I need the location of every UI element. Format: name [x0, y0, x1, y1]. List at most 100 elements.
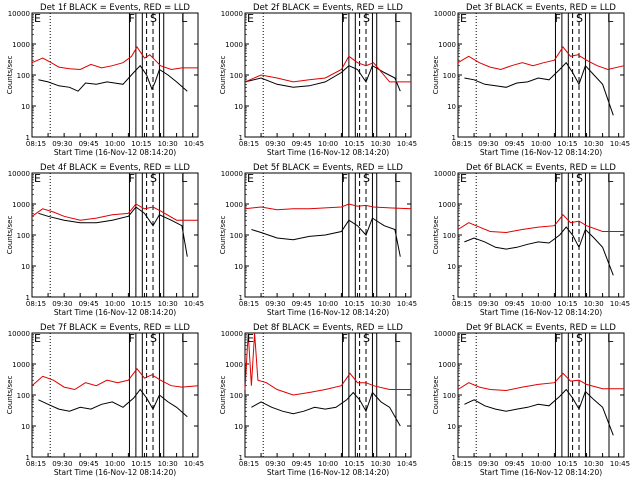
x-tick-label: 09:30 [52, 460, 72, 468]
chart-title: Det 3f BLACK = Events, RED = LLD [466, 3, 616, 13]
x-axis-label: Start Time (16-Nov-12 08:14:20) [54, 148, 176, 157]
lld-series-line [31, 203, 198, 221]
x-tick-label: 09:30 [52, 300, 72, 308]
x-tick-label: 10:15 [557, 140, 577, 148]
orbit-marker-F: F [342, 332, 348, 345]
x-tick-label: 08:15 [239, 300, 259, 308]
y-tick-label: 100 [17, 232, 30, 240]
y-tick-label: 10 [447, 103, 456, 111]
plot-frame [31, 12, 199, 138]
detector-chart-8: Det 8f BLACK = Events, RED = LLD 1 10 100 10… [219, 323, 417, 477]
x-tick-label: 09:30 [265, 140, 285, 148]
plot-frame [457, 332, 625, 458]
x-tick-label: 10:30 [371, 140, 391, 148]
y-tick-label: 100 [230, 72, 243, 80]
x-tick-label: 10:00 [318, 460, 338, 468]
lld-series-line [31, 367, 199, 391]
y-tick-label: 100 [230, 232, 243, 240]
y-tick-label: 1000 [12, 361, 30, 369]
x-tick-label: 10:45 [610, 300, 630, 308]
x-tick-label: 10:30 [584, 300, 604, 308]
plot-frame [244, 332, 412, 458]
detector-chart-9: Det 9f BLACK = Events, RED = LLD 1 10 100 10… [432, 323, 630, 477]
x-tick-label: 08:15 [26, 300, 46, 308]
x-tick-label: 10:00 [105, 460, 125, 468]
x-tick-label: 09:45 [292, 460, 312, 468]
y-tick-label: 10 [447, 263, 456, 271]
y-tick-label: 1000 [438, 201, 456, 209]
y-axis-label: Counts/sec [432, 56, 440, 95]
x-tick-label: 09:30 [52, 140, 72, 148]
x-tick-label: 09:45 [505, 140, 525, 148]
events-series-line [464, 226, 614, 276]
x-tick-label: 10:30 [584, 460, 604, 468]
y-tick-label: 1000 [12, 41, 30, 49]
x-tick-label: 10:15 [557, 460, 577, 468]
orbit-marker-S: S [363, 172, 370, 185]
orbit-marker-L: L [607, 172, 614, 185]
x-tick-label: 08:15 [26, 460, 46, 468]
y-tick-label: 10 [447, 423, 456, 431]
x-axis-label: Start Time (16-Nov-12 08:14:20) [54, 468, 176, 477]
y-tick-label: 1 [452, 294, 456, 302]
chart-title: Det 1f BLACK = Events, RED = LLD [40, 3, 190, 13]
x-tick-label: 08:15 [452, 300, 472, 308]
orbit-marker-E: E [247, 12, 254, 25]
lld-series-line [244, 332, 411, 396]
orbit-marker-E: E [34, 12, 41, 25]
lld-series-line [31, 46, 198, 71]
lld-series-line [457, 214, 624, 234]
y-tick-label: 100 [17, 72, 30, 80]
y-tick-label: 10000 [221, 10, 243, 18]
y-axis-label: Counts/sec [219, 56, 227, 95]
orbit-marker-F: F [129, 172, 135, 185]
x-tick-label: 10:15 [344, 460, 364, 468]
events-series-line [251, 391, 401, 427]
x-tick-label: 09:45 [292, 300, 312, 308]
x-tick-label: 10:30 [371, 300, 391, 308]
x-tick-label: 10:15 [131, 140, 151, 148]
y-tick-label: 10 [21, 103, 30, 111]
plot-frame [31, 332, 199, 458]
orbit-marker-L: L [181, 172, 188, 185]
x-tick-label: 09:30 [265, 460, 285, 468]
x-tick-label: 10:00 [318, 140, 338, 148]
orbit-marker-F: F [555, 172, 561, 185]
orbit-marker-L: L [607, 332, 614, 345]
x-tick-label: 10:45 [397, 460, 417, 468]
detector-chart-7: Det 7f BLACK = Events, RED = LLD 1 10 100 10… [6, 323, 204, 477]
x-tick-label: 09:45 [292, 140, 312, 148]
y-tick-label: 1 [239, 294, 243, 302]
y-axis-label: Counts/sec [432, 216, 440, 255]
lld-series-line [244, 203, 412, 211]
x-tick-label: 10:15 [131, 300, 151, 308]
y-tick-label: 10 [21, 263, 30, 271]
lld-series-line [457, 46, 625, 71]
events-series-line [38, 64, 188, 92]
y-tick-label: 1 [26, 294, 30, 302]
x-axis-label: Start Time (16-Nov-12 08:14:20) [267, 148, 389, 157]
x-axis-label: Start Time (16-Nov-12 08:14:20) [267, 468, 389, 477]
x-tick-label: 08:15 [452, 460, 472, 468]
x-tick-label: 10:30 [371, 460, 391, 468]
x-tick-label: 09:30 [265, 300, 285, 308]
detector-chart-3: Det 3f BLACK = Events, RED = LLD 1 10 100 10… [432, 3, 630, 157]
orbit-marker-L: L [394, 332, 401, 345]
x-tick-label: 10:30 [584, 140, 604, 148]
y-axis-label: Counts/sec [6, 56, 14, 95]
plot-frame [31, 172, 199, 298]
events-series-line [251, 217, 401, 257]
y-tick-label: 10000 [434, 170, 456, 178]
y-tick-label: 1000 [438, 361, 456, 369]
orbit-marker-S: S [150, 12, 157, 25]
orbit-marker-S: S [150, 332, 157, 345]
orbit-marker-S: S [150, 172, 157, 185]
x-tick-label: 09:45 [505, 300, 525, 308]
chart-title: Det 8f BLACK = Events, RED = LLD [253, 323, 403, 333]
y-tick-label: 100 [443, 72, 456, 80]
orbit-marker-E: E [460, 332, 467, 345]
orbit-marker-F: F [555, 332, 561, 345]
orbit-marker-L: L [394, 172, 401, 185]
y-tick-label: 1000 [225, 201, 243, 209]
y-tick-label: 100 [443, 232, 456, 240]
